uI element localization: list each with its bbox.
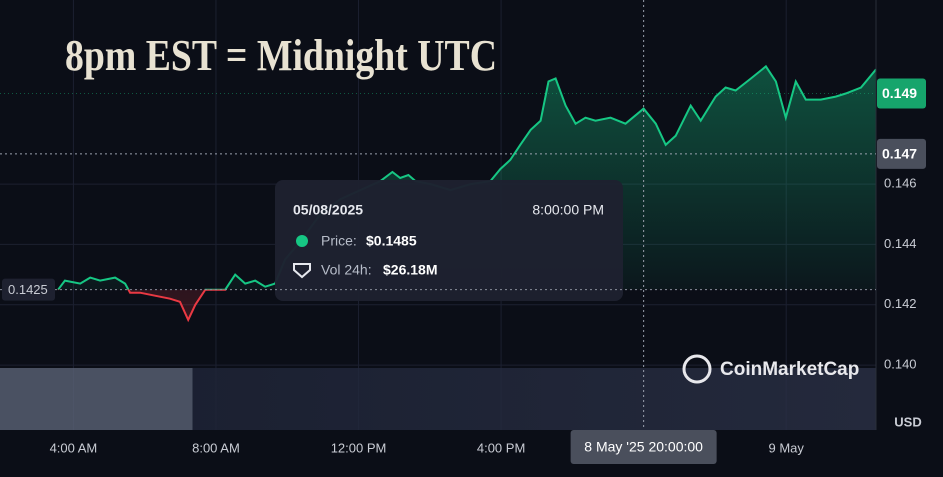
- crosshair-y-label: 0.147: [882, 146, 917, 162]
- y-tick-label: 0.142: [884, 296, 917, 311]
- x-tick-label: 4:00 PM: [477, 440, 525, 455]
- current-price-label: 0.149: [882, 85, 917, 101]
- tooltip-volume-icon: [293, 263, 311, 279]
- y-tick-label: 0.140: [884, 357, 917, 372]
- tooltip-volume-label: Vol 24h:: [321, 262, 372, 278]
- watermark: CoinMarketCap: [682, 354, 859, 384]
- tooltip-date: 05/08/2025: [293, 202, 363, 218]
- watermark-logo: [682, 354, 712, 384]
- tooltip-price: $0.1485: [366, 233, 417, 249]
- x-tick-label: 12:00 PM: [331, 440, 387, 455]
- current-price-badge: [877, 78, 926, 109]
- annotation: 8pm EST = Midnight UTC: [65, 31, 497, 80]
- tooltip-time: 8:00:00 PM: [532, 202, 604, 218]
- tooltip: 05/08/2025 8:00:00 PM Price: $0.1485 Vol…: [275, 180, 623, 301]
- baseline-label: 0.1425: [8, 282, 48, 297]
- volume-band: [0, 368, 876, 430]
- x-tick-label: 9 May: [768, 440, 804, 455]
- crosshair-x-badge: [570, 430, 717, 464]
- crosshair-y-badge: [877, 138, 926, 169]
- currency-label: USD: [894, 414, 921, 429]
- tooltip-box: [275, 180, 623, 301]
- tooltip-volume: $26.18M: [383, 262, 437, 278]
- tooltip-price-label: Price:: [321, 233, 357, 249]
- y-tick-label: 0.144: [884, 236, 917, 251]
- x-tick-label: 8:00 AM: [192, 440, 240, 455]
- baseline-badge: [2, 278, 55, 301]
- watermark-text: CoinMarketCap: [720, 359, 859, 380]
- tooltip-price-dot: [296, 235, 308, 247]
- crosshair-x-label: 8 May '25 20:00:00: [584, 439, 703, 455]
- x-tick-label: 4:00 AM: [50, 440, 98, 455]
- y-tick-label: 0.146: [884, 176, 917, 191]
